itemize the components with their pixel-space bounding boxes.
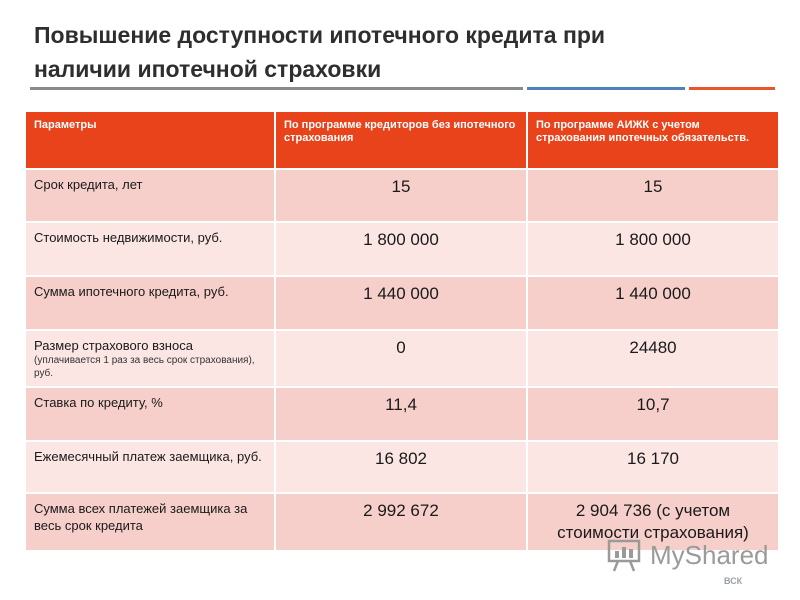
row-value-b: 16 170 bbox=[526, 440, 780, 494]
table-row: Сумма всех платежей заемщика за весь сро… bbox=[24, 492, 780, 552]
row-param: Срок кредита, лет bbox=[24, 168, 276, 223]
row-param-note: (уплачивается 1 раз за весь срок страхов… bbox=[34, 355, 255, 379]
row-param: Сумма ипотечного кредита, руб. bbox=[24, 275, 276, 331]
page-title: Повышение доступности ипотечного кредита… bbox=[34, 18, 734, 86]
watermark-text: MyShared bbox=[650, 540, 769, 570]
title-rule-orange bbox=[689, 87, 775, 90]
header-parameters: Параметры bbox=[24, 110, 276, 170]
row-value-a: 0 bbox=[274, 329, 528, 388]
row-value-a: 1 800 000 bbox=[274, 221, 528, 277]
row-param: Размер страхового взноса (уплачивается 1… bbox=[24, 329, 276, 388]
row-value-b: 2 904 736 (с учетом стоимости страховани… bbox=[526, 492, 780, 552]
row-value-b: 10,7 bbox=[526, 386, 780, 442]
row-value-a: 2 992 672 bbox=[274, 492, 528, 552]
comparison-table: Параметры По программе кредиторов без ип… bbox=[24, 110, 780, 552]
row-param: Стоимость недвижимости, руб. bbox=[24, 221, 276, 277]
table-row: Ставка по кредиту, % 11,4 10,7 bbox=[24, 386, 780, 442]
table-row: Ежемесячный платеж заемщика, руб. 16 802… bbox=[24, 440, 780, 494]
row-value-b: 15 bbox=[526, 168, 780, 223]
row-value-a: 15 bbox=[274, 168, 528, 223]
title-rule-blue bbox=[527, 87, 685, 90]
row-value-a: 16 802 bbox=[274, 440, 528, 494]
row-value-b: 1 800 000 bbox=[526, 221, 780, 277]
header-with-insurance: По программе АИЖК с учетом страхования и… bbox=[526, 110, 780, 170]
myshared-watermark: MyShared bbox=[606, 537, 776, 573]
brand-logo: ВСК bbox=[724, 576, 743, 586]
row-param: Ежемесячный платеж заемщика, руб. bbox=[24, 440, 276, 494]
row-value-b: 24480 bbox=[526, 329, 780, 388]
row-param: Сумма всех платежей заемщика за весь сро… bbox=[24, 492, 276, 552]
title-rule-gray bbox=[30, 87, 523, 90]
table-row: Размер страхового взноса (уплачивается 1… bbox=[24, 329, 780, 388]
row-param-label: Размер страхового взноса bbox=[34, 338, 193, 353]
title-line-1: Повышение доступности ипотечного кредита… bbox=[34, 22, 606, 48]
title-line-2: наличии ипотечной страховки bbox=[34, 56, 382, 82]
header-without-insurance: По программе кредиторов без ипотечного с… bbox=[274, 110, 528, 170]
row-value-b: 1 440 000 bbox=[526, 275, 780, 331]
row-param: Ставка по кредиту, % bbox=[24, 386, 276, 442]
table-row: Срок кредита, лет 15 15 bbox=[24, 168, 780, 223]
row-value-a: 1 440 000 bbox=[274, 275, 528, 331]
row-value-a: 11,4 bbox=[274, 386, 528, 442]
table-header-row: Параметры По программе кредиторов без ип… bbox=[24, 110, 780, 170]
presentation-board-icon bbox=[607, 539, 641, 572]
table-row: Стоимость недвижимости, руб. 1 800 000 1… bbox=[24, 221, 780, 277]
table-row: Сумма ипотечного кредита, руб. 1 440 000… bbox=[24, 275, 780, 331]
